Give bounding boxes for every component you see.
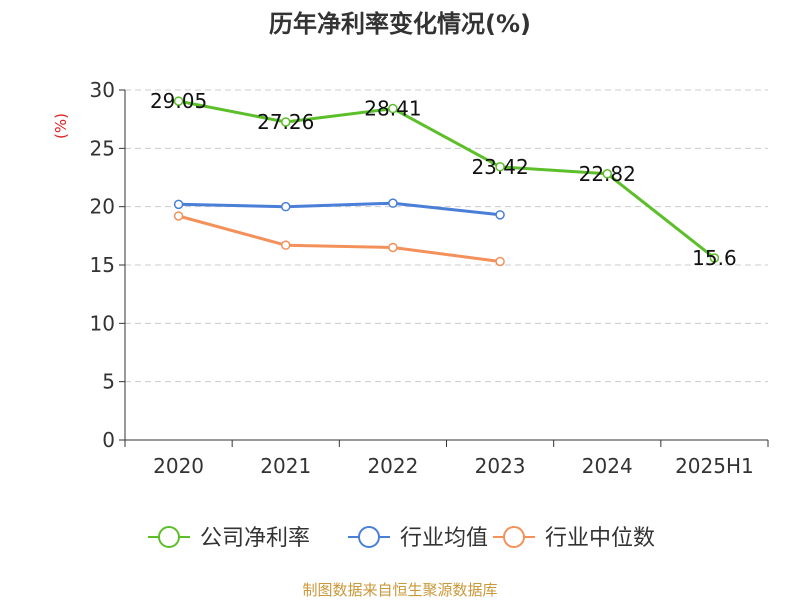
- x-tick-label: 2025H1: [675, 454, 754, 478]
- y-tick-label: 10: [90, 311, 115, 335]
- data-label: 27.26: [257, 110, 314, 134]
- series-line-1: [178, 99, 716, 260]
- series-2-point: [495, 210, 505, 220]
- y-tick-label: 20: [90, 195, 115, 219]
- legend-label: 行业中位数: [545, 526, 655, 551]
- y-tick-label: 25: [90, 136, 115, 160]
- grid-lines: [125, 89, 768, 383]
- y-axis-unit-label: (%): [52, 113, 70, 139]
- data-label: 22.82: [579, 162, 636, 186]
- axes: 0 5 10 15 20 25 30 2020 2021 2022 2023 2024 2025H1: [90, 78, 769, 478]
- data-label: 28.41: [364, 97, 421, 121]
- series-line-2: [178, 201, 501, 217]
- series-line-3: [178, 214, 501, 263]
- chart-title: 历年净利率变化情况(%): [269, 10, 531, 38]
- data-source-footer: 制图数据来自恒生聚源数据库: [302, 581, 497, 599]
- y-tick-label: 15: [90, 253, 115, 277]
- series-1-point: [281, 117, 291, 127]
- data-label: 29.05: [150, 89, 207, 113]
- legend-swatch-marker: [358, 526, 380, 548]
- series-3-point: [281, 240, 291, 250]
- legend-item-2[interactable]: 行业均值: [348, 526, 488, 551]
- series-2-point: [388, 198, 398, 208]
- legend-item-1[interactable]: 公司净利率: [148, 526, 310, 551]
- series-1-point: [709, 253, 720, 263]
- series-2-point: [173, 199, 184, 210]
- y-tick-label: 0: [102, 428, 115, 452]
- data-labels: 29.05 27.26 28.41 23.42 22.82 15.6: [150, 89, 737, 270]
- y-tick-label: 30: [90, 78, 115, 102]
- series-lines: [173, 96, 720, 267]
- series-3-point: [495, 256, 505, 267]
- series-2-point: [281, 201, 291, 212]
- legend-item-3[interactable]: 行业中位数: [493, 526, 655, 551]
- x-tick-label: 2023: [475, 454, 526, 478]
- series-1-point: [602, 169, 612, 179]
- series-1-point: [495, 162, 505, 172]
- data-label: 15.6: [692, 246, 737, 270]
- x-tick-label: 2022: [367, 454, 418, 478]
- legend-label: 公司净利率: [200, 526, 310, 551]
- legend-label: 行业均值: [400, 526, 488, 551]
- data-label: 23.42: [471, 155, 528, 179]
- legend-swatch-marker: [503, 526, 525, 548]
- series-3-point: [173, 211, 184, 221]
- y-tick-label: 5: [102, 370, 115, 394]
- x-tick-label: 2021: [260, 454, 311, 478]
- series-1-point: [173, 96, 184, 106]
- legend-swatch-marker: [158, 526, 180, 548]
- x-tick-label: 2020: [153, 454, 204, 478]
- series-3-point: [388, 242, 398, 253]
- x-tick-label: 2024: [582, 454, 633, 478]
- legend[interactable]: 公司净利率 行业均值 行业中位数: [148, 526, 655, 551]
- series-1-point: [388, 103, 398, 114]
